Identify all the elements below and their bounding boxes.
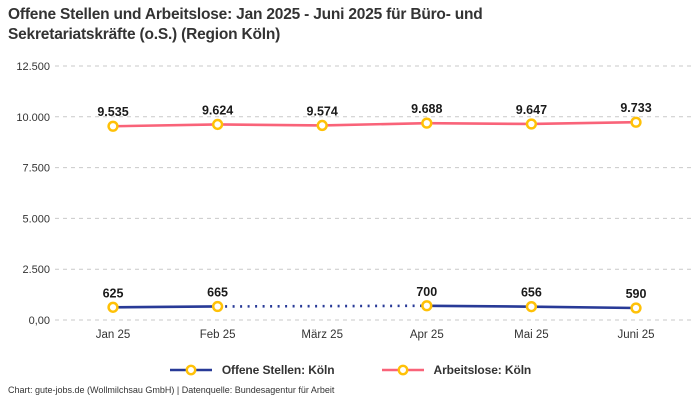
data-point-label-offene-stellen-k-ln: 665 (207, 285, 228, 299)
data-point-marker-arbeitslose-k-ln (525, 118, 538, 130)
y-axis-tick-label: 0,00 (29, 315, 50, 327)
series-line-arbeitslose-k-ln (111, 123, 219, 128)
y-axis-tick-label: 2.500 (22, 264, 50, 276)
data-point-label-arbeitslose-k-ln: 9.688 (411, 102, 442, 116)
data-point-label-offene-stellen-k-ln: 625 (103, 286, 124, 300)
data-point-marker-arbeitslose-k-ln (421, 117, 433, 129)
x-axis-tick-label: Juni 25 (617, 329, 654, 341)
x-axis-tick-label: Feb 25 (200, 329, 236, 341)
x-axis-tick-label: Mai 25 (514, 329, 549, 341)
chart-title-line1: Offene Stellen und Arbeitslose: Jan 2025… (8, 6, 483, 23)
x-axis-tick-label: Apr 25 (410, 329, 444, 341)
y-axis-tick-label: 12.500 (16, 61, 50, 73)
series-line-offene-stellen-k-ln (425, 304, 533, 308)
legend-label-offene-stellen: Offene Stellen: Köln (221, 363, 335, 377)
data-point-marker-offene-stellen-k-ln (525, 301, 538, 313)
series-line-offene-stellen-k-ln (111, 305, 219, 309)
data-point-marker-arbeitslose-k-ln (630, 116, 642, 128)
data-point-label-offene-stellen-k-ln: 656 (521, 286, 542, 300)
data-point-label-arbeitslose-k-ln: 9.647 (516, 103, 547, 117)
y-axis-tick-label: 10.000 (16, 112, 50, 124)
series-line-offene-stellen-k-ln (530, 305, 638, 310)
data-point-label-arbeitslose-k-ln: 9.733 (620, 101, 651, 115)
legend-label-arbeitslose: Arbeitslose: Köln (433, 363, 532, 377)
data-point-label-offene-stellen-k-ln: 590 (626, 287, 647, 301)
series-line-arbeitslose-k-ln (425, 121, 533, 126)
legend-swatch-line-icon (381, 364, 424, 376)
chart-title: Offene Stellen und Arbeitslose: Jan 2025… (8, 5, 568, 45)
legend-item-arbeitslose: Arbeitslose: Köln (381, 363, 532, 377)
x-axis-tick-label: März 25 (301, 329, 343, 341)
attribution-footer: Chart: gute-jobs.de (Wollmilchsau GmbH) … (8, 385, 335, 395)
chart-title-line2: Sekretariatskräfte (o.S.) (Region Köln) (8, 26, 281, 44)
data-point-marker-offene-stellen-k-ln (630, 302, 642, 314)
series-line-offene-stellen-k-ln-gap (217, 304, 427, 308)
data-point-label-arbeitslose-k-ln: 9.574 (307, 104, 338, 118)
x-axis-tick-label: Jan 25 (96, 329, 131, 341)
legend-swatch-line-icon (169, 364, 212, 376)
data-point-marker-offene-stellen-k-ln (211, 300, 224, 313)
data-point-marker-arbeitslose-k-ln (107, 120, 119, 132)
data-point-label-offene-stellen-k-ln: 700 (416, 285, 437, 299)
y-axis-tick-label: 7.500 (22, 163, 50, 175)
chart-legend: Offene Stellen: Köln Arbeitslose: Köln (0, 360, 700, 380)
series-line-arbeitslose-k-ln (216, 123, 324, 127)
legend-item-offene-stellen: Offene Stellen: Köln (169, 363, 335, 377)
data-point-label-arbeitslose-k-ln: 9.624 (202, 103, 233, 117)
y-axis-tick-label: 5.000 (22, 213, 50, 225)
data-point-marker-offene-stellen-k-ln (421, 300, 433, 312)
data-point-label-arbeitslose-k-ln: 9.535 (97, 105, 128, 119)
series-line-arbeitslose-k-ln (530, 120, 638, 126)
data-point-marker-arbeitslose-k-ln (316, 119, 328, 132)
data-point-marker-arbeitslose-k-ln (211, 118, 224, 131)
series-line-arbeitslose-k-ln (320, 121, 429, 127)
data-point-marker-offene-stellen-k-ln (107, 301, 119, 313)
